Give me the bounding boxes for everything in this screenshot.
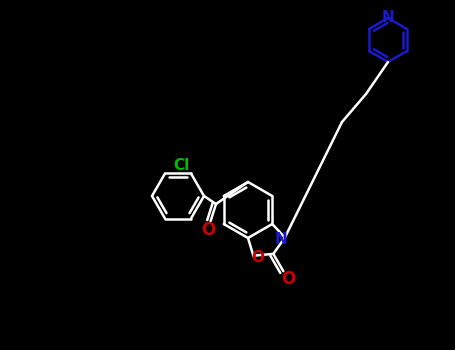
- Text: N: N: [274, 232, 287, 247]
- Text: O: O: [251, 250, 264, 265]
- Text: O: O: [201, 221, 215, 239]
- Text: O: O: [281, 270, 295, 288]
- Text: N: N: [382, 10, 394, 26]
- Text: Cl: Cl: [173, 158, 189, 173]
